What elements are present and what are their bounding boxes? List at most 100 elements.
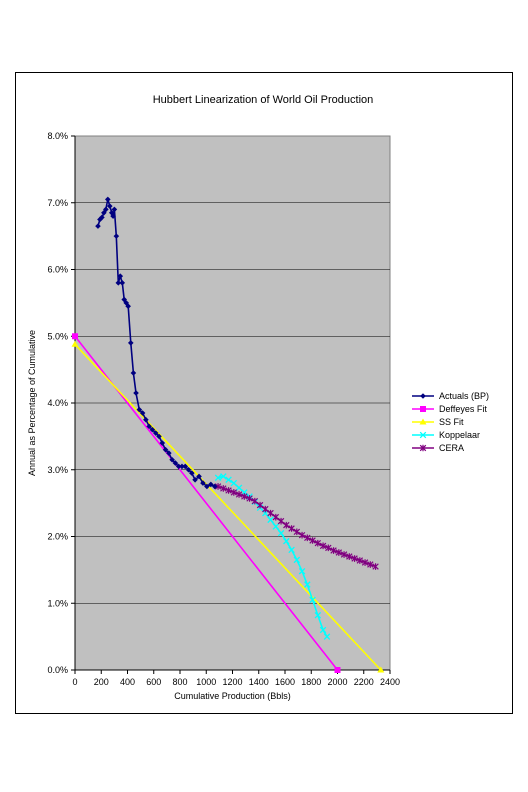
- data-point-actuals-bp: [113, 233, 120, 239]
- data-point-koppelaar: [220, 473, 227, 480]
- data-point-actuals-bp: [204, 483, 210, 490]
- data-point-cera: [293, 528, 301, 536]
- y-tick-label: 8.0%: [47, 131, 68, 141]
- data-point-cera: [346, 553, 353, 560]
- data-point-cera: [298, 531, 306, 539]
- data-point-actuals-bp: [196, 473, 202, 480]
- plot-area: 0.0% 1.0% 2.0% 3.0% 4.0% 5.0% 6.0% 7.0% 8.0% 0 200…: [47, 131, 400, 687]
- x-tick-label: 2000: [327, 677, 347, 687]
- legend-label-ss-fit: SS Fit: [439, 417, 464, 427]
- data-point-actuals-bp: [159, 440, 166, 446]
- data-point-ss-fit: [377, 666, 385, 673]
- legend-marker-ss-fit: [419, 418, 427, 425]
- data-point-cera: [246, 495, 253, 502]
- x-tick-label: 1000: [196, 677, 216, 687]
- data-point-actuals-bp: [111, 206, 118, 213]
- data-point-actuals-bp: [127, 340, 134, 346]
- data-point-actuals-bp: [143, 416, 149, 423]
- data-point-actuals-bp: [156, 433, 162, 440]
- data-point-cera: [283, 521, 290, 529]
- data-point-koppelaar: [293, 556, 301, 564]
- data-point-cera: [256, 501, 264, 509]
- data-point-koppelaar: [225, 476, 232, 484]
- data-point-koppelaar: [283, 537, 290, 545]
- data-point-cera: [319, 542, 327, 550]
- data-point-actuals-bp: [106, 203, 113, 209]
- legend-label-cera: CERA: [439, 443, 464, 453]
- x-tick-label: 0: [72, 677, 77, 687]
- data-point-koppelaar: [314, 612, 322, 619]
- data-point-cera: [356, 557, 364, 564]
- data-point-cera: [220, 485, 227, 492]
- x-tick-label: 1800: [301, 677, 321, 687]
- data-point-cera: [351, 555, 358, 562]
- x-tick-label: 1400: [249, 677, 269, 687]
- data-point-actuals-bp: [105, 196, 111, 203]
- legend-marker-deffeyes-fit: [420, 406, 426, 412]
- data-point-actuals-bp: [117, 273, 124, 279]
- data-point-actuals-bp: [208, 481, 214, 488]
- data-point-koppelaar: [277, 529, 285, 537]
- x-tick-label: 2200: [354, 677, 374, 687]
- legend-label-actuals-bp: Actuals (BP): [439, 391, 489, 401]
- legend-marker-cera: [419, 444, 427, 452]
- data-point-actuals-bp: [136, 406, 143, 413]
- data-point-cera: [241, 493, 248, 500]
- data-point-koppelaar: [323, 633, 331, 640]
- data-point-actuals-bp: [115, 280, 122, 286]
- data-point-cera: [325, 544, 332, 552]
- data-point-actuals-bp: [192, 476, 198, 483]
- data-point-cera: [277, 517, 285, 525]
- data-point-actuals-bp: [99, 214, 105, 221]
- series-ss-fit: [71, 340, 385, 673]
- x-tick-label: 1200: [222, 677, 242, 687]
- data-point-actuals-bp: [130, 370, 137, 376]
- data-point-actuals-bp: [95, 223, 101, 229]
- x-tick-label: 800: [172, 677, 187, 687]
- x-tick-label: 1600: [275, 677, 295, 687]
- data-point-actuals-bp: [185, 466, 192, 473]
- data-point-cera: [251, 497, 259, 505]
- data-point-cera: [314, 539, 322, 547]
- data-point-actuals-bp: [101, 209, 107, 216]
- data-point-cera: [361, 559, 369, 566]
- x-tick-label: 200: [94, 677, 109, 687]
- data-point-actuals-bp: [189, 470, 195, 476]
- data-point-deffeyes-fit: [334, 667, 341, 673]
- data-point-koppelaar: [309, 596, 316, 604]
- data-point-cera: [304, 534, 311, 542]
- data-point-koppelaar: [235, 484, 243, 492]
- x-tick-label: 2400: [380, 677, 400, 687]
- data-point-cera: [235, 491, 243, 498]
- data-point-koppelaar: [230, 479, 238, 487]
- data-point-cera: [214, 483, 222, 490]
- data-point-ss-fit: [71, 340, 79, 347]
- data-point-actuals-bp: [103, 206, 109, 213]
- y-tick-label: 0.0%: [47, 665, 68, 675]
- data-point-cera: [267, 509, 274, 517]
- data-point-cera: [272, 513, 280, 521]
- data-point-actuals-bp: [119, 280, 126, 286]
- data-point-cera: [309, 537, 316, 544]
- data-point-cera: [367, 561, 374, 568]
- chart-frame: Hubbert Linearization of World Oil Produ…: [15, 72, 513, 714]
- data-point-actuals-bp: [108, 209, 115, 216]
- y-axis-label: Annual as Percentage of Cumulative: [27, 330, 37, 476]
- data-point-actuals-bp: [162, 446, 169, 453]
- chart-title: Hubbert Linearization of World Oil Produ…: [153, 94, 374, 106]
- data-point-actuals-bp: [200, 480, 206, 486]
- legend-marker-koppelaar: [419, 431, 427, 439]
- data-point-actuals-bp: [175, 463, 182, 470]
- data-point-koppelaar: [272, 523, 280, 530]
- series-cera: [214, 483, 379, 570]
- series-koppelaar: [214, 473, 331, 640]
- data-point-actuals-bp: [133, 390, 139, 396]
- data-point-koppelaar: [267, 516, 274, 524]
- y-tick-label: 3.0%: [47, 465, 68, 475]
- data-point-cera: [225, 487, 232, 494]
- y-tick-label: 6.0%: [47, 265, 68, 275]
- y-tick-label: 1.0%: [47, 598, 68, 608]
- x-tick-label: 600: [146, 677, 161, 687]
- data-point-actuals-bp: [169, 456, 175, 463]
- data-point-deffeyes-fit: [72, 333, 78, 340]
